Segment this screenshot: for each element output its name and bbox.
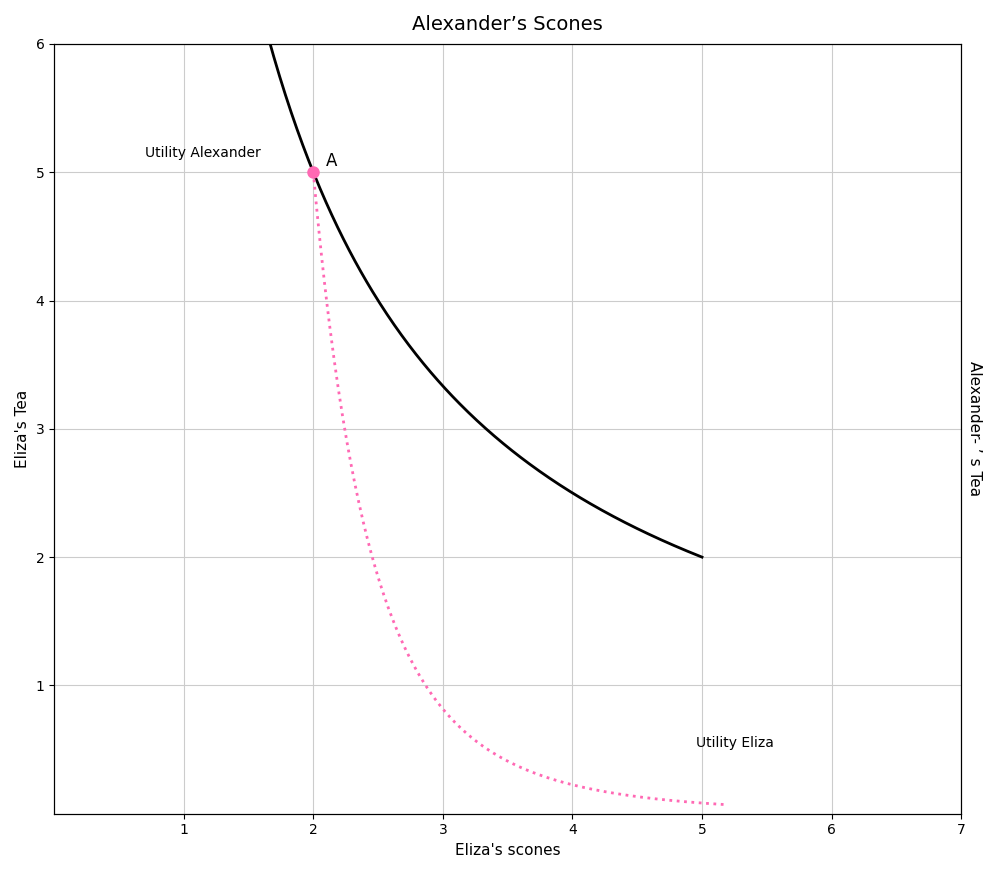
Title: Alexander’s Scones: Alexander’s Scones <box>413 15 603 34</box>
Text: Utility Alexander: Utility Alexander <box>145 146 260 160</box>
Y-axis label: Eliza's Tea: Eliza's Tea <box>15 389 30 468</box>
Y-axis label: Alexander- ’ s Tea: Alexander- ’ s Tea <box>967 361 982 497</box>
Text: Utility Eliza: Utility Eliza <box>696 736 774 750</box>
Text: A: A <box>326 152 338 169</box>
X-axis label: Eliza's scones: Eliza's scones <box>455 843 560 858</box>
